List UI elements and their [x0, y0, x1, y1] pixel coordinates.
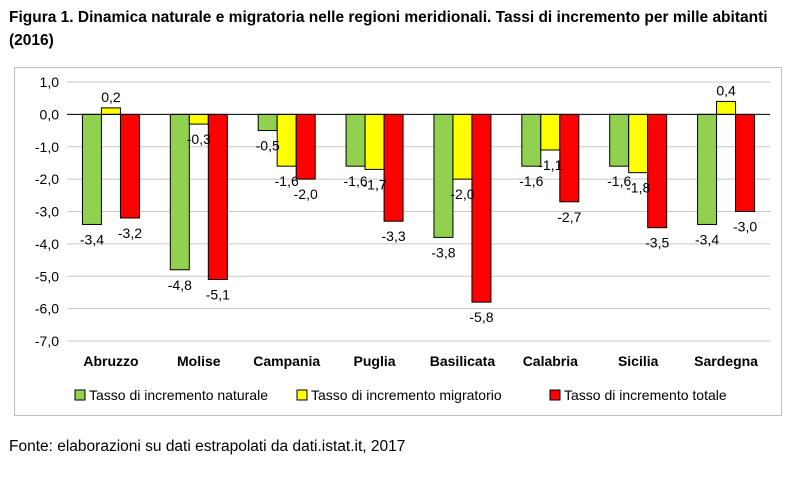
chart-svg: 1,0 0,0 -1,0 -2,0 -3,0 -4,0 -5,0 -6,0 -7,0 -3,4 0… [35, 74, 770, 403]
legend-swatch [296, 389, 308, 401]
data-label: -3,0 [733, 219, 757, 235]
data-label: -0,5 [256, 138, 280, 154]
y-tick-label: -3,0 [35, 204, 59, 220]
y-axis-ticks: 1,0 0,0 -1,0 -2,0 -3,0 -4,0 -5,0 -6,0 -7,0 [35, 74, 59, 349]
data-label: -3,5 [645, 235, 669, 251]
data-label: 0,4 [716, 82, 736, 98]
bar [628, 113, 649, 174]
category-label: Sardegna [694, 353, 758, 369]
bar [257, 113, 278, 132]
data-label: -5,1 [206, 286, 230, 302]
data-label: -1,6 [344, 173, 368, 189]
bar [716, 100, 737, 115]
legend-swatch [74, 389, 86, 401]
source-note: Fonte: elaborazioni su dati estrapolati … [9, 438, 406, 455]
legend-label: Tasso di incremento migratorio [311, 387, 502, 403]
y-tick-label: -1,0 [35, 139, 59, 155]
data-label: -1,8 [626, 180, 650, 196]
category-label: Puglia [354, 353, 396, 369]
data-label: -1,6 [519, 173, 543, 189]
bar [100, 107, 121, 115]
data-label: -2,7 [557, 209, 581, 225]
data-label: -3,3 [382, 228, 406, 244]
y-tick-label: -5,0 [35, 268, 59, 284]
bar [188, 113, 209, 125]
data-label: -2,0 [450, 186, 474, 202]
figure-title: Figura 1. Dinamica naturale e migratoria… [9, 9, 768, 49]
bar [540, 113, 561, 151]
bar [364, 113, 385, 170]
y-tick-label: 1,0 [40, 74, 60, 90]
category-label: Molise [177, 353, 221, 369]
bar [697, 113, 718, 225]
legend-label: Tasso di incremento naturale [89, 387, 268, 403]
bar [207, 113, 228, 280]
chart-area: 1,0 0,0 -1,0 -2,0 -3,0 -4,0 -5,0 -6,0 -7,0 -3,4 0… [14, 67, 782, 416]
y-tick-label: 0,0 [40, 106, 60, 122]
bar [452, 113, 473, 180]
category-label: Basilicata [430, 353, 496, 369]
category-label: Abruzzo [83, 353, 138, 369]
bar [276, 113, 297, 167]
bar [471, 113, 492, 303]
bar [119, 113, 140, 219]
y-tick-label: -2,0 [35, 171, 59, 187]
data-label: -5,8 [469, 309, 493, 325]
category-label: Sicilia [618, 353, 659, 369]
y-tick-label: -4,0 [35, 236, 59, 252]
bar [345, 113, 366, 167]
data-label: -1,7 [363, 176, 387, 192]
data-label: -1,6 [275, 173, 299, 189]
bar [647, 113, 668, 229]
legend-label: Tasso di incremento totale [564, 387, 727, 403]
bar [609, 113, 630, 167]
data-label: -3,2 [118, 225, 142, 241]
data-label: -3,8 [431, 244, 455, 260]
legend-swatch [549, 389, 561, 401]
y-tick-label: -7,0 [35, 333, 59, 349]
y-tick-label: -6,0 [35, 301, 59, 317]
bar [559, 113, 580, 203]
data-label: -1,1 [538, 157, 562, 173]
data-label: -2,0 [294, 186, 318, 202]
data-label: -4,8 [168, 277, 192, 293]
category-label: Calabria [523, 353, 578, 369]
category-labels: Abruzzo Molise Campania Puglia Basilicata Cal… [83, 353, 758, 369]
data-label: 0,2 [101, 89, 121, 105]
data-labels: -3,40,2-3,2-4,8-0,3-5,1-0,5-1,6-2,0-1,6-… [80, 82, 757, 325]
bar [295, 113, 316, 180]
bar [433, 113, 454, 238]
category-label: Campania [253, 353, 320, 369]
bar [735, 113, 756, 212]
bar [81, 113, 102, 225]
bars [81, 100, 756, 303]
legend: Tasso di incremento naturale Tasso di inc… [74, 387, 727, 403]
data-label: -0,3 [187, 131, 211, 147]
bar [383, 113, 404, 222]
data-label: -3,4 [80, 231, 104, 247]
data-label: -3,4 [695, 231, 719, 247]
data-label: -1,6 [607, 173, 631, 189]
